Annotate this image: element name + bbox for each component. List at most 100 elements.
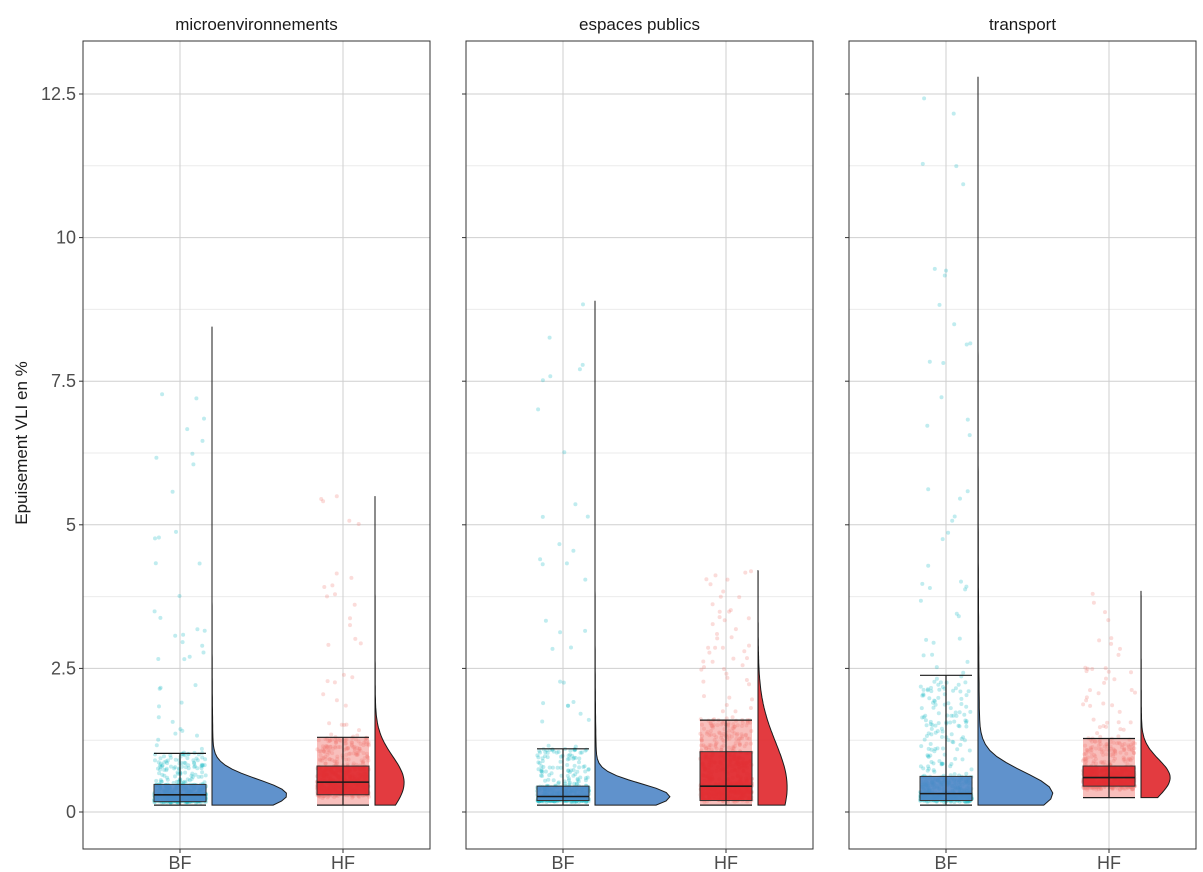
data-point [358,641,363,646]
data-point [713,744,718,749]
data-point [948,706,953,711]
data-point [338,738,343,743]
data-point [935,729,940,734]
data-point [190,451,195,456]
data-point [1104,676,1108,681]
data-point [743,733,748,738]
data-point [366,743,371,748]
data-point [921,687,926,692]
data-point [726,721,731,726]
data-point [157,763,162,768]
data-point [936,721,941,726]
data-point [585,514,590,519]
data-point [966,689,971,694]
data-point [193,772,198,777]
data-point [333,740,338,745]
data-point [174,529,178,534]
data-point [728,608,733,613]
data-point [748,706,753,710]
data-point [584,800,588,805]
data-point [740,724,744,728]
data-point [705,730,710,734]
data-point [950,518,955,523]
data-point [332,795,337,800]
data-point [708,729,713,733]
group-bf [535,300,671,806]
data-point [354,752,359,757]
data-point [939,761,944,766]
data-point [929,732,934,737]
data-point [926,764,931,769]
data-point [325,795,330,800]
data-point [708,732,713,737]
data-point [717,609,722,614]
data-point [1116,720,1121,725]
data-point [185,427,190,432]
data-point [356,794,361,799]
data-point [545,750,550,755]
data-point [550,646,555,651]
data-point [323,757,328,761]
data-point [568,748,573,753]
data-point [951,740,956,745]
data-point [536,760,541,765]
data-point [189,773,194,778]
data-point [940,685,945,689]
data-point [929,747,934,752]
data-point [571,700,576,704]
data-point [732,724,737,729]
data-point [564,561,569,566]
data-point [172,766,177,771]
data-point [737,742,742,747]
data-point [957,724,962,729]
data-point [740,720,745,725]
data-point [326,750,331,755]
data-point [178,727,183,732]
data-point [959,579,963,584]
data-point [1118,646,1122,651]
data-point [189,777,194,781]
data-point [715,636,720,641]
data-point [170,489,175,494]
data-point [543,769,548,774]
data-point [710,602,715,607]
data-point [737,595,742,600]
data-point [729,734,734,739]
facet-panel-2: transport BF HF [845,15,1197,872]
data-point [956,682,961,687]
data-point [182,779,187,784]
data-point [196,774,201,779]
data-point [320,744,325,749]
data-point [539,764,544,769]
data-point [192,761,197,766]
data-point [203,773,208,778]
data-point [744,741,749,746]
data-point [941,361,946,365]
data-point [937,302,942,307]
data-point [952,719,957,724]
data-point [736,738,741,743]
data-point [719,735,724,740]
data-point [194,396,199,401]
data-point [364,751,369,756]
data-point [936,711,941,716]
data-point [709,747,714,752]
data-point [357,747,362,751]
data-point [329,732,334,737]
data-point [562,779,567,784]
data-point [540,562,545,567]
data-point [168,753,173,758]
data-point [190,775,195,779]
data-point [572,755,577,760]
data-point [964,342,969,347]
data-point [566,753,571,758]
data-point [738,736,743,741]
data-point [575,776,580,781]
data-point [925,753,930,758]
data-point [1090,591,1095,596]
data-point [706,747,711,752]
data-point [963,680,968,685]
data-point [946,701,951,706]
data-point [701,743,706,748]
data-point [350,794,355,799]
